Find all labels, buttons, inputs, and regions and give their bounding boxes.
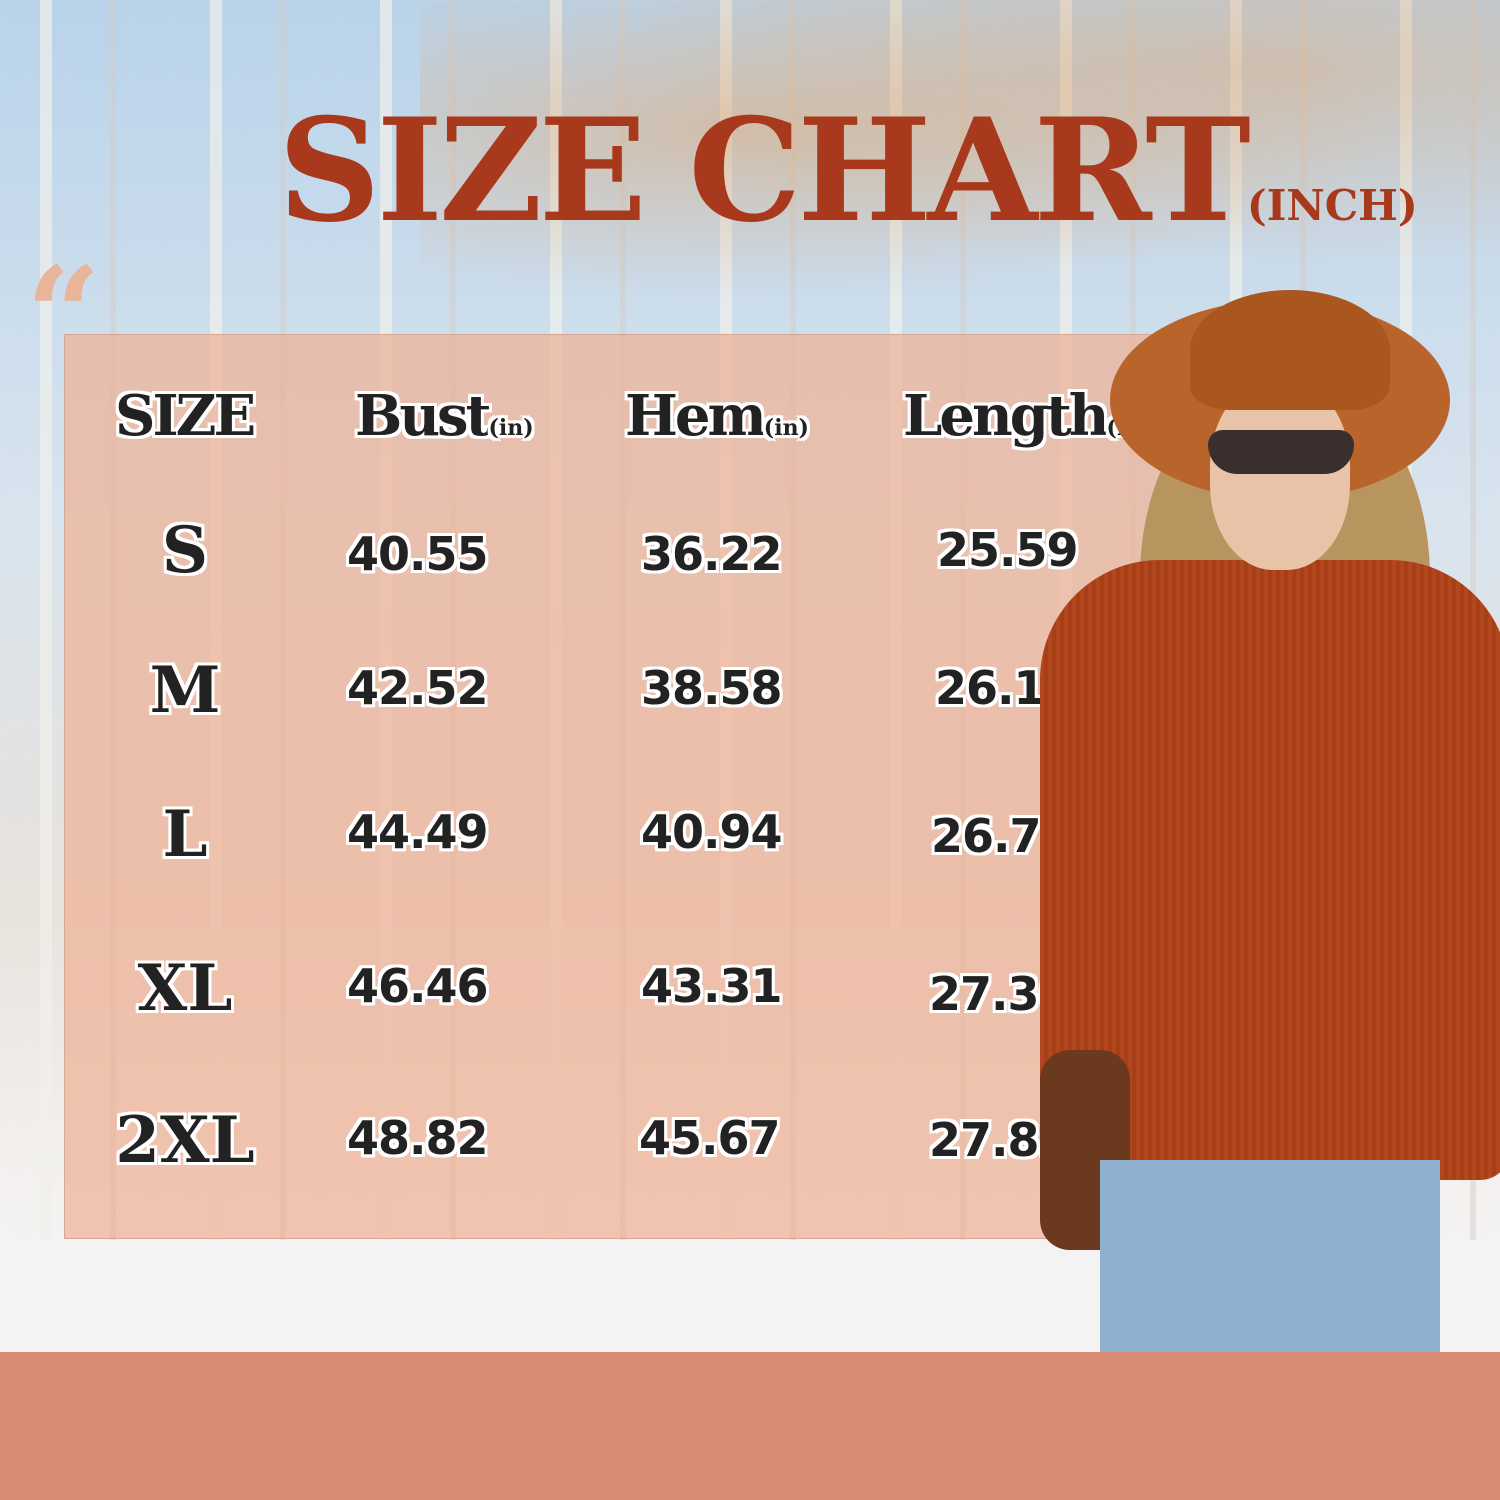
- length-cell: 25.59: [937, 523, 1079, 577]
- autumn-leaves-background: [420, 0, 1500, 330]
- hem-cell: 43.31: [641, 959, 783, 1013]
- header-bust: Bust(in): [355, 383, 534, 449]
- model-face: [1210, 380, 1350, 570]
- hem-cell: 36.22: [641, 527, 783, 581]
- header-label: SIZE: [115, 383, 256, 449]
- size-cell: L: [162, 797, 208, 872]
- bust-cell: 48.82: [347, 1111, 489, 1165]
- title-main: SIZE CHART: [278, 88, 1251, 254]
- size-cell: 2XL: [115, 1103, 255, 1178]
- jeans: [1100, 1160, 1440, 1352]
- hem-cell: 45.67: [639, 1111, 781, 1165]
- title-unit: (INCH): [1246, 181, 1418, 230]
- hat-crown: [1190, 290, 1390, 410]
- size-cell: S: [161, 513, 209, 588]
- bust-cell: 44.49: [347, 805, 489, 859]
- bust-cell: 46.46: [347, 959, 489, 1013]
- header-label: Bust: [355, 383, 491, 449]
- bust-cell: 40.55: [347, 527, 489, 581]
- size-cell: XL: [137, 951, 233, 1026]
- header-hem: Hem(in): [625, 383, 809, 449]
- model-photo: [980, 290, 1500, 1352]
- header-unit: (in): [763, 415, 809, 441]
- size-cell: M: [149, 653, 221, 728]
- size-table: SIZE Bust(in) Hem(in) Length(in) S 40.55…: [64, 334, 1166, 1239]
- header-unit: (in): [488, 415, 534, 441]
- bottom-color-band: [0, 1352, 1500, 1500]
- sunglasses: [1208, 430, 1354, 474]
- bust-cell: 42.52: [347, 661, 489, 715]
- header-label: Hem: [625, 383, 767, 449]
- hem-cell: 38.58: [641, 661, 783, 715]
- header-label: Length: [903, 383, 1109, 449]
- header-size: SIZE: [115, 383, 256, 449]
- hem-cell: 40.94: [641, 805, 783, 859]
- page-title: SIZE CHART(INCH): [278, 100, 1418, 242]
